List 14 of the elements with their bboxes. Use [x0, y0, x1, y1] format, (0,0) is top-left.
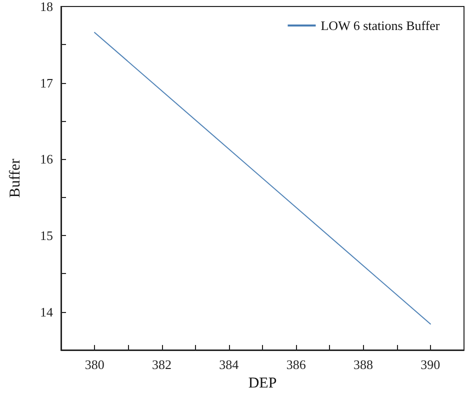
- x-tick-label: 382: [152, 357, 172, 372]
- x-tick-label: 386: [286, 357, 306, 372]
- x-tick-label: 384: [219, 357, 240, 372]
- y-tick-label: 14: [40, 304, 54, 320]
- x-tick-label: 380: [84, 357, 104, 372]
- x-tick-label: 388: [354, 357, 373, 372]
- x-tick-label: 390: [420, 357, 440, 372]
- y-tick-label: 17: [40, 75, 54, 90]
- x-axis-title: DEP: [248, 376, 277, 392]
- y-tick-label: 18: [40, 0, 53, 14]
- legend-label: LOW 6 stations Buffer: [320, 18, 440, 33]
- y-tick-label: 16: [40, 152, 54, 167]
- y-tick-label: 15: [40, 228, 53, 243]
- y-axis-title: Buffer: [8, 158, 24, 198]
